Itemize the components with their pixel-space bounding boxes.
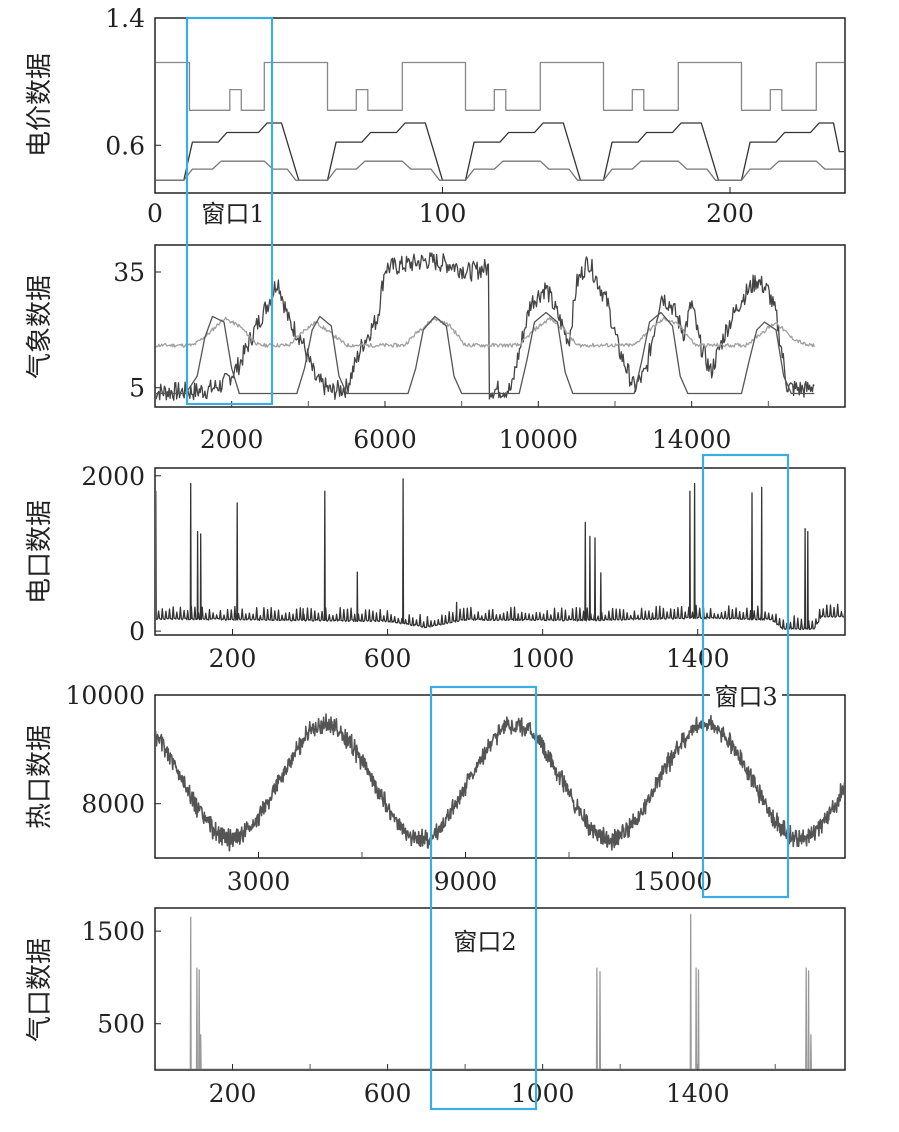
weather-plot-frame [154,244,846,408]
electric-xtick-label: 1000 [511,644,575,673]
weather-xtick-label: 6000 [353,425,417,454]
heat-xtick-label: 9000 [434,867,498,896]
gas-ytick-label: 500 [97,1010,145,1039]
heat-series-group [156,713,844,852]
window-2-box [429,685,538,1111]
heat-xtick-label: 15000 [633,867,713,896]
price-series-group [156,61,844,181]
price-xtick-label: 200 [706,199,754,228]
price-ytick-label: 1.4 [105,4,145,33]
gas-xtick-label: 1000 [511,1079,575,1108]
electric-plot-frame [154,467,846,636]
price-xtick-label: 100 [419,199,467,228]
panel-heat: 热口数据 10000 8000 3000 9000 15000 [25,681,846,896]
heat-series-0 [156,713,844,852]
panel-electric: 电口数据 2000 0 200 600 1000 1400 [25,462,846,673]
window-1-label-bg [197,200,269,228]
gas-ytick-label: 1500 [81,917,145,946]
price-ytick-label: 0.6 [105,131,145,160]
electric-series-group [156,478,844,631]
price-plot-frame [154,17,846,194]
window-1-box [185,16,274,406]
weather-ylabel: 气象数据 [25,275,55,379]
window-3-label-bg [710,683,782,711]
panel-weather: 气象数据 35 5 2000 6000 10000 14000 [25,244,846,454]
electric-xtick-label: 200 [209,644,257,673]
weather-series-0 [156,252,815,401]
window-3-label: 窗口3 [714,683,777,711]
weather-xtick-label: 10000 [499,425,579,454]
heat-ylabel: 热口数据 [25,725,55,829]
price-series-2 [156,160,844,181]
price-ylabel: 电价数据 [25,53,55,157]
weather-series-group [156,252,815,401]
gas-ylabel: 气口数据 [25,938,55,1042]
weather-ytick-label: 5 [129,374,145,403]
electric-ytick-label: 0 [129,617,145,646]
price-series-0 [156,61,844,111]
weather-series-2 [156,311,815,395]
weather-series-1 [156,316,815,348]
electric-xtick-label: 600 [364,644,412,673]
weather-xtick-label: 2000 [200,425,264,454]
price-series-1 [156,122,844,181]
electric-ylabel: 电口数据 [25,500,55,604]
window-3-box [701,453,790,899]
price-xtick-label: 0 [147,199,163,228]
electric-xtick-label: 1400 [666,644,730,673]
panel-gas: 气口数据 1500 500 200 600 1000 1400 [25,907,846,1108]
gas-xtick-label: 1400 [666,1079,730,1108]
gas-xtick-label: 200 [209,1079,257,1108]
panel-price: 电价数据 1.4 0.6 0 100 200 [25,4,846,228]
heat-ytick-label: 10000 [65,681,145,710]
weather-xtick-label: 14000 [652,425,732,454]
window-2-label-bg [449,928,521,956]
gas-xtick-label: 600 [364,1079,412,1108]
heat-plot-frame [154,694,846,859]
window-2-label: 窗口2 [453,928,516,956]
electric-ytick-label: 2000 [81,462,145,491]
electric-series-0 [156,478,844,631]
window-1-label: 窗口1 [201,200,264,228]
gas-plot-frame [154,907,846,1071]
weather-ytick-label: 35 [113,258,145,287]
heat-ytick-label: 8000 [81,790,145,819]
heat-xtick-label: 3000 [227,867,291,896]
